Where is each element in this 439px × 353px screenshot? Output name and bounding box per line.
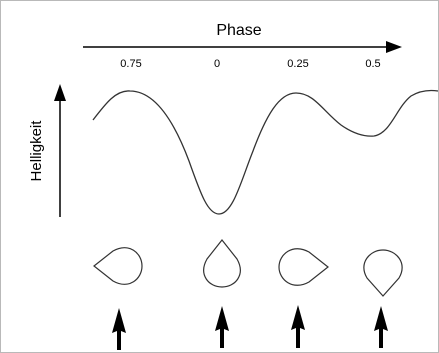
up-arrow-icon — [374, 306, 388, 348]
star-shape-phase-0.5 — [363, 249, 403, 297]
brightness-axis-label: Helligkeit — [28, 120, 45, 182]
light-curve — [92, 89, 438, 215]
phase-axis-arrowhead — [386, 41, 402, 53]
phase-title: Phase — [216, 22, 261, 39]
phase-tick-label: 0.75 — [120, 58, 141, 70]
star-shape-phase-0 — [203, 239, 241, 288]
phase-tick-label: 0.25 — [287, 58, 308, 70]
up-arrow-icon — [291, 305, 305, 348]
star-shape-phase-0.25 — [278, 248, 329, 286]
up-arrow-icon — [112, 308, 126, 350]
up-arrow-icon — [215, 306, 229, 348]
phase-tick-label: 0.5 — [365, 58, 380, 70]
phase-tick-label: 0 — [214, 58, 220, 70]
brightness-axis-arrowhead — [54, 84, 66, 101]
star-shape-phase-0.75 — [93, 247, 143, 285]
